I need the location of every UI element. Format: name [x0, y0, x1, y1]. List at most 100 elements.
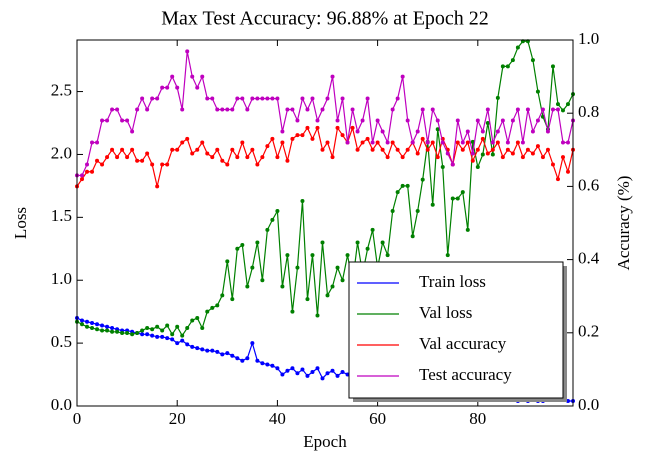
data-point — [115, 329, 120, 334]
data-point — [140, 332, 145, 337]
data-point — [455, 140, 460, 145]
data-point — [170, 147, 175, 152]
data-point — [200, 74, 205, 79]
data-point — [460, 140, 465, 145]
data-point — [380, 147, 385, 152]
data-point — [255, 96, 260, 101]
data-point — [185, 49, 190, 54]
data-point — [160, 162, 165, 167]
data-point — [325, 293, 330, 298]
data-point — [255, 358, 260, 363]
data-point — [405, 147, 410, 152]
data-point — [395, 96, 400, 101]
data-point — [240, 358, 245, 363]
data-point — [170, 337, 175, 342]
data-point — [300, 198, 305, 203]
data-point — [555, 107, 560, 112]
data-point — [485, 107, 490, 112]
data-point — [210, 348, 215, 353]
legend-label: Test accuracy — [419, 365, 512, 384]
data-point — [330, 155, 335, 160]
data-point — [160, 85, 165, 90]
data-point — [480, 129, 485, 134]
data-point — [315, 125, 320, 130]
data-point — [145, 332, 150, 337]
data-point — [275, 366, 280, 371]
data-point — [110, 147, 115, 152]
data-point — [235, 96, 240, 101]
data-point — [90, 320, 95, 325]
y-axis-label: Loss — [11, 207, 30, 239]
data-point — [215, 349, 220, 354]
data-point — [245, 107, 250, 112]
data-point — [475, 147, 480, 152]
data-point — [165, 162, 170, 167]
data-point — [380, 240, 385, 245]
data-point — [210, 305, 215, 310]
series-line — [76, 125, 574, 187]
data-point — [395, 190, 400, 195]
data-point — [270, 96, 275, 101]
data-point — [180, 107, 185, 112]
y2-axis-label: Accuracy (%) — [614, 176, 633, 271]
data-point — [500, 64, 505, 69]
data-point — [445, 253, 450, 258]
x-tick-label: 20 — [169, 409, 186, 428]
data-point — [265, 144, 270, 149]
data-point — [380, 129, 385, 134]
data-point — [415, 209, 420, 214]
data-point — [555, 177, 560, 182]
data-point — [285, 107, 290, 112]
data-point — [490, 147, 495, 152]
data-point — [285, 253, 290, 258]
data-point — [335, 373, 340, 378]
data-point — [155, 184, 160, 189]
data-point — [560, 140, 565, 145]
y-tick-label: 2.0 — [51, 143, 72, 162]
data-point — [290, 136, 295, 141]
data-point — [150, 96, 155, 101]
data-point — [350, 107, 355, 112]
data-point — [80, 318, 85, 323]
data-point — [100, 118, 105, 123]
data-point — [285, 158, 290, 163]
data-point — [270, 363, 275, 368]
data-point — [250, 265, 255, 270]
data-point — [195, 346, 200, 351]
data-point — [420, 136, 425, 141]
data-point — [320, 376, 325, 381]
data-point — [325, 140, 330, 145]
data-point — [185, 326, 190, 331]
y-tick-label: 0.5 — [51, 332, 72, 351]
data-point — [335, 265, 340, 270]
x-axis-label: Epoch — [303, 432, 347, 451]
data-point — [155, 96, 160, 101]
data-point — [190, 74, 195, 79]
data-point — [95, 140, 100, 145]
data-point — [110, 326, 115, 331]
data-point — [260, 155, 265, 160]
data-point — [110, 329, 115, 334]
data-point — [120, 118, 125, 123]
data-point — [315, 366, 320, 371]
data-point — [530, 58, 535, 63]
series-line — [76, 40, 574, 337]
data-point — [515, 140, 520, 145]
data-point — [80, 177, 85, 182]
data-point — [370, 147, 375, 152]
legend — [348, 261, 564, 399]
data-point — [265, 227, 270, 232]
data-point — [330, 74, 335, 79]
data-point — [250, 341, 255, 346]
data-point — [130, 147, 135, 152]
data-point — [295, 118, 300, 123]
data-point — [435, 127, 440, 132]
data-point — [545, 129, 550, 134]
data-point — [135, 107, 140, 112]
data-point — [495, 129, 500, 134]
data-point — [230, 353, 235, 358]
data-point — [210, 155, 215, 160]
data-point — [450, 196, 455, 201]
data-point — [505, 140, 510, 145]
data-point — [300, 367, 305, 372]
